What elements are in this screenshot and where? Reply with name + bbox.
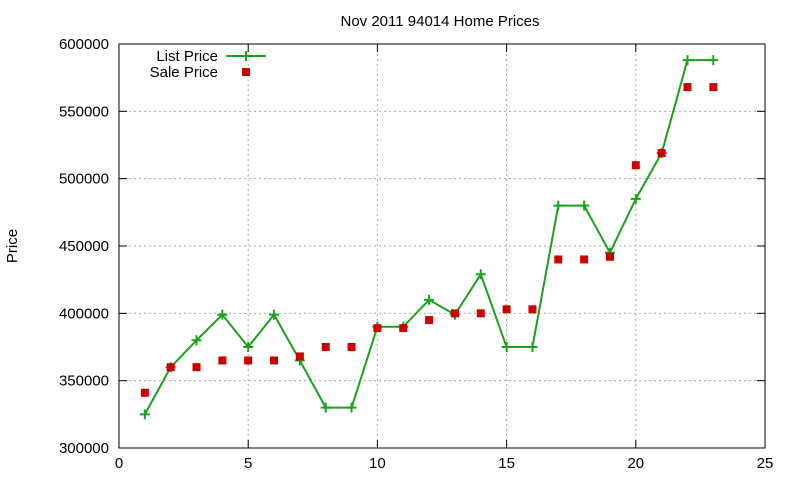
sale-price-point xyxy=(502,305,511,314)
plot-frame xyxy=(118,43,766,449)
sale-price-point xyxy=(295,352,304,361)
sale-price-point xyxy=(166,363,175,372)
list-price-point xyxy=(269,309,280,320)
sale-price-point xyxy=(192,363,201,372)
x-tick-label: 5 xyxy=(244,455,252,472)
sale-price-point xyxy=(683,83,692,92)
x-tick-label: 25 xyxy=(757,455,774,472)
list-price-point xyxy=(424,294,435,305)
legend-label-sale-price: Sale Price xyxy=(150,64,218,81)
chart-title: Nov 2011 94014 Home Prices xyxy=(341,13,540,30)
y-tick-label: 350000 xyxy=(59,373,109,390)
y-tick-label: 450000 xyxy=(59,238,109,255)
list-price-point xyxy=(553,200,564,211)
series-layer xyxy=(139,55,719,420)
axis-ticks: 0 5 10 15 20 25 300000 350000 400000 450000 500000… xyxy=(59,36,773,472)
sale-price-point xyxy=(450,309,459,318)
sale-price-point xyxy=(657,149,666,158)
list-price-point xyxy=(139,409,150,420)
sale-price-point xyxy=(218,356,227,365)
y-tick-label: 500000 xyxy=(59,171,109,188)
list-price-point xyxy=(243,342,254,352)
sale-price-point xyxy=(709,83,718,92)
list-price-point xyxy=(527,342,538,352)
y-axis-label: Price xyxy=(4,229,21,263)
legend-label-list-price: List Price xyxy=(156,48,218,65)
sale-price-point xyxy=(631,161,640,170)
list-price-point xyxy=(708,55,719,66)
sale-price-point xyxy=(399,324,408,333)
sale-price-point xyxy=(373,324,382,333)
x-tick-label: 20 xyxy=(627,455,644,472)
sale-price-point xyxy=(605,252,614,261)
sale-price-point xyxy=(554,255,563,264)
y-tick-label: 400000 xyxy=(59,305,109,322)
list-price-point xyxy=(682,55,693,66)
sale-price-point xyxy=(270,356,279,365)
x-tick-label: 0 xyxy=(115,455,123,472)
legend-swatch-sale-price xyxy=(242,68,250,76)
list-price-point xyxy=(630,193,641,204)
sale-price-point xyxy=(476,309,485,318)
list-price-point xyxy=(217,309,228,320)
list-price-point xyxy=(475,269,486,280)
y-tick-label: 550000 xyxy=(59,103,109,120)
x-tick-label: 15 xyxy=(498,455,515,472)
sale-price-point xyxy=(347,343,356,351)
x-tick-label: 10 xyxy=(369,455,386,472)
list-price-line xyxy=(143,59,714,415)
list-price-point xyxy=(320,402,331,413)
sale-price-point xyxy=(244,356,253,365)
list-price-point xyxy=(191,335,202,346)
list-price-point xyxy=(346,402,357,413)
list-price-point xyxy=(501,342,512,352)
sale-price-point xyxy=(425,316,434,325)
grid xyxy=(119,44,765,448)
y-tick-label: 600000 xyxy=(59,36,109,53)
y-tick-label: 300000 xyxy=(59,440,109,457)
sale-price-point xyxy=(580,255,589,264)
list-price-point xyxy=(579,200,590,211)
legend-marker-list-price xyxy=(241,51,251,61)
sale-price-point xyxy=(528,305,537,314)
sale-price-point xyxy=(140,388,149,397)
sale-price-point xyxy=(321,343,330,351)
